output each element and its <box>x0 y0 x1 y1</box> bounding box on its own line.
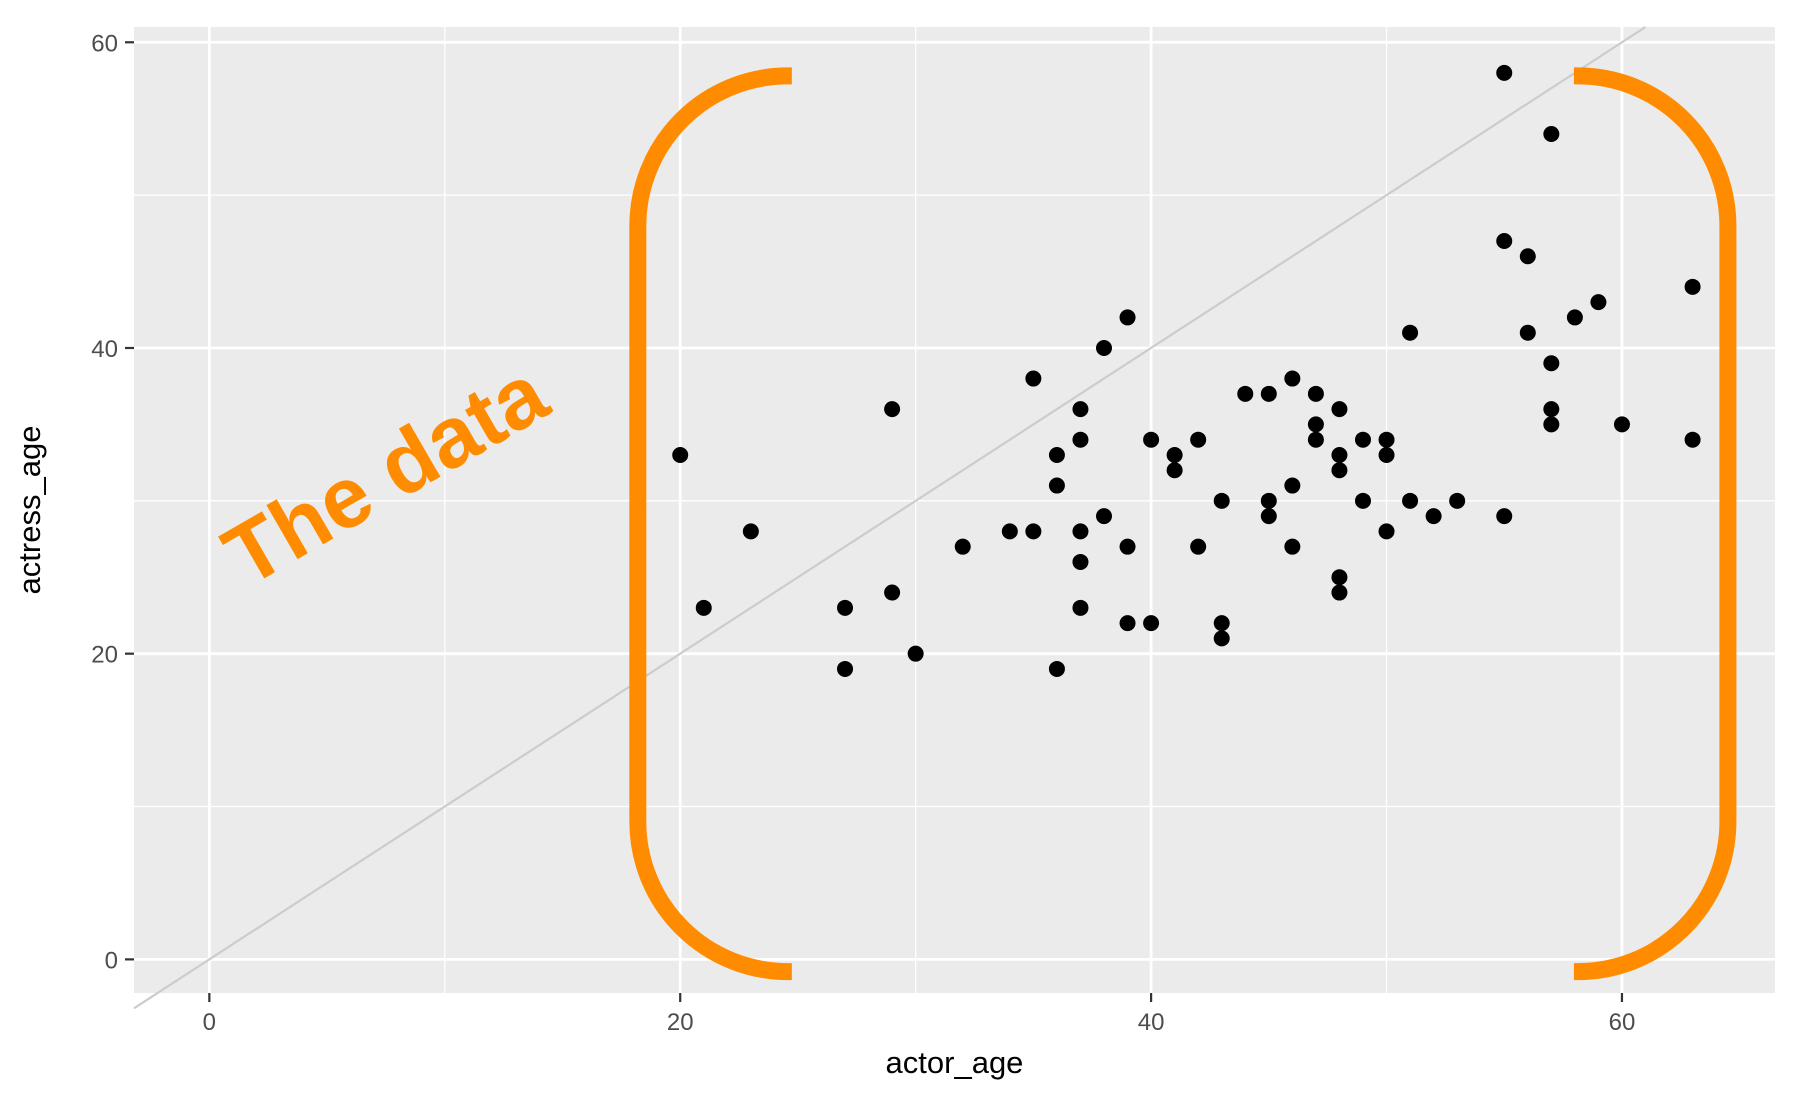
data-point <box>1237 385 1254 402</box>
data-point <box>1543 401 1560 418</box>
data-point <box>1307 385 1324 402</box>
right-bracket <box>1573 67 1737 981</box>
y-tick-label: 40 <box>91 336 118 363</box>
data-point <box>1072 599 1089 616</box>
data-point <box>1331 584 1348 601</box>
data-point <box>1213 630 1230 647</box>
data-point <box>1402 324 1419 341</box>
minor-gridlines <box>134 27 1775 993</box>
data-point <box>1119 615 1136 632</box>
data-point <box>672 446 689 463</box>
data-point <box>1213 615 1230 632</box>
data-point <box>1543 355 1560 372</box>
data-point <box>1048 660 1065 677</box>
data-point <box>1684 431 1701 448</box>
data-point <box>1284 370 1301 387</box>
data-point <box>1260 508 1277 525</box>
data-point <box>695 599 712 616</box>
data-point <box>1496 64 1513 81</box>
x-tick-label: 0 <box>203 1009 216 1036</box>
data-point <box>1354 431 1371 448</box>
data-point <box>1496 232 1513 249</box>
data-point <box>1284 477 1301 494</box>
x-tick-label: 40 <box>1138 1009 1165 1036</box>
data-point <box>1096 339 1113 356</box>
data-point <box>1684 278 1701 295</box>
data-point <box>1048 446 1065 463</box>
data-point <box>1072 401 1089 418</box>
data-point <box>1449 492 1466 509</box>
reference-line <box>133 26 1647 1010</box>
data-point <box>1001 523 1018 540</box>
y-tick-label: 0 <box>105 947 118 974</box>
data-point <box>1331 401 1348 418</box>
data-point <box>1425 508 1442 525</box>
major-gridlines <box>134 27 1775 993</box>
data-point <box>1072 431 1089 448</box>
data-point <box>1519 324 1536 341</box>
data-point <box>1519 248 1536 265</box>
data-point <box>1119 309 1136 326</box>
data-point <box>884 401 901 418</box>
data-point <box>954 538 971 555</box>
data-point <box>1190 538 1207 555</box>
data-point <box>1566 309 1583 326</box>
data-point <box>1402 492 1419 509</box>
data-point <box>1613 416 1630 433</box>
data-point <box>1378 446 1395 463</box>
data-point <box>1307 416 1324 433</box>
data-point <box>1143 615 1160 632</box>
data-point <box>1307 431 1324 448</box>
data-point <box>1025 370 1042 387</box>
data-point <box>837 599 854 616</box>
y-tick-label: 60 <box>91 30 118 57</box>
x-axis-ticks: 0 20 40 60 <box>203 993 1636 1036</box>
data-point <box>1190 431 1207 448</box>
x-tick-label: 20 <box>667 1009 694 1036</box>
y-tick-label: 20 <box>91 642 118 669</box>
data-point <box>837 660 854 677</box>
data-point <box>1331 569 1348 586</box>
y-axis-title: actress_age <box>12 426 47 595</box>
x-axis-title: actor_age <box>886 1045 1024 1080</box>
data-point <box>1590 294 1607 311</box>
data-point <box>1260 492 1277 509</box>
data-point <box>1025 523 1042 540</box>
data-point <box>1331 446 1348 463</box>
data-point <box>907 645 924 662</box>
data-point <box>1143 431 1160 448</box>
data-point <box>1166 446 1183 463</box>
data-point <box>1284 538 1301 555</box>
data-point <box>1496 508 1513 525</box>
data-point <box>1331 462 1348 479</box>
data-points <box>672 64 1701 677</box>
data-point <box>1072 523 1089 540</box>
data-point <box>1166 462 1183 479</box>
left-bracket <box>629 67 792 981</box>
data-point <box>1543 125 1560 142</box>
data-point <box>1072 553 1089 570</box>
data-point <box>1260 385 1277 402</box>
x-tick-label: 60 <box>1609 1009 1636 1036</box>
data-point <box>884 584 901 601</box>
y-axis-ticks: 0 20 40 60 <box>91 30 134 974</box>
data-point <box>1378 431 1395 448</box>
data-point <box>1119 538 1136 555</box>
data-point <box>1213 492 1230 509</box>
data-point <box>1378 523 1395 540</box>
data-point <box>1354 492 1371 509</box>
data-point <box>1543 416 1560 433</box>
data-point <box>742 523 759 540</box>
data-point <box>1096 508 1113 525</box>
data-point <box>1048 477 1065 494</box>
